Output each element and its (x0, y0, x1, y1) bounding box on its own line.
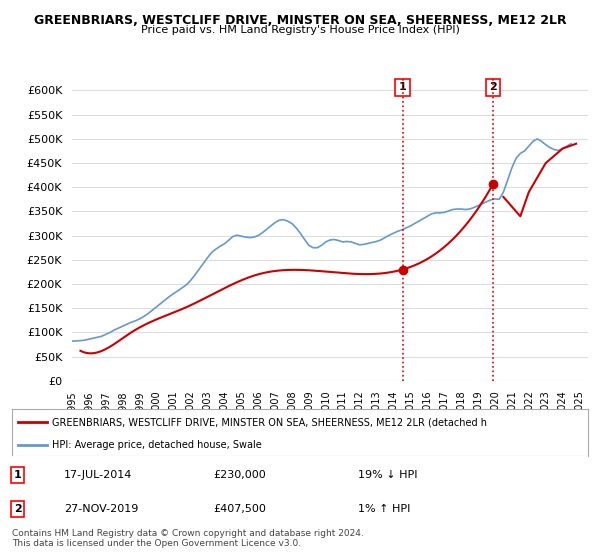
Text: 17-JUL-2014: 17-JUL-2014 (64, 470, 132, 480)
Text: HPI: Average price, detached house, Swale: HPI: Average price, detached house, Swal… (52, 440, 262, 450)
Text: 1: 1 (14, 470, 22, 480)
Text: 1: 1 (399, 82, 406, 92)
Text: GREENBRIARS, WESTCLIFF DRIVE, MINSTER ON SEA, SHEERNESS, ME12 2LR (detached h: GREENBRIARS, WESTCLIFF DRIVE, MINSTER ON… (52, 417, 487, 427)
Text: Contains HM Land Registry data © Crown copyright and database right 2024.: Contains HM Land Registry data © Crown c… (12, 529, 364, 538)
Text: 2: 2 (490, 82, 497, 92)
Text: 2: 2 (14, 504, 22, 514)
Text: £407,500: £407,500 (214, 504, 266, 514)
Text: GREENBRIARS, WESTCLIFF DRIVE, MINSTER ON SEA, SHEERNESS, ME12 2LR: GREENBRIARS, WESTCLIFF DRIVE, MINSTER ON… (34, 14, 566, 27)
Text: Price paid vs. HM Land Registry's House Price Index (HPI): Price paid vs. HM Land Registry's House … (140, 25, 460, 35)
Text: £230,000: £230,000 (214, 470, 266, 480)
Text: This data is licensed under the Open Government Licence v3.0.: This data is licensed under the Open Gov… (12, 539, 301, 548)
Text: 19% ↓ HPI: 19% ↓ HPI (358, 470, 417, 480)
Text: 27-NOV-2019: 27-NOV-2019 (64, 504, 138, 514)
Text: 1% ↑ HPI: 1% ↑ HPI (358, 504, 410, 514)
